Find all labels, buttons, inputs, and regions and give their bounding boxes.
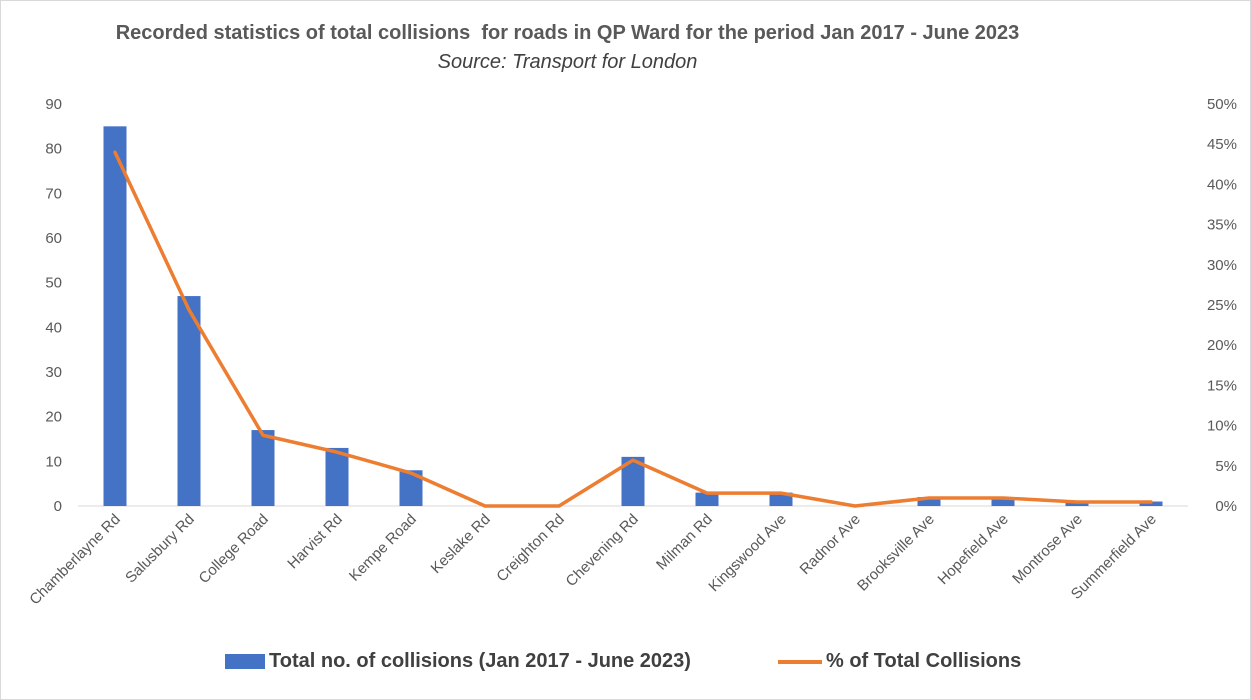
category-label: Kingswood Ave (705, 511, 789, 595)
category-label: Chevening Rd (563, 511, 642, 590)
line-series (113, 150, 1153, 508)
left-tick-label: 0 (54, 498, 62, 515)
bar (1139, 501, 1163, 506)
right-tick-label: 5% (1215, 458, 1237, 475)
left-tick-label: 50 (45, 275, 62, 292)
category-label: Chamberlayne Rd (26, 511, 124, 609)
right-tick-label: 35% (1207, 217, 1237, 234)
bar (621, 456, 645, 506)
right-tick-label: 50% (1207, 96, 1237, 113)
category-label: Salusbury Rd (122, 511, 198, 587)
left-tick-label: 10 (45, 453, 62, 470)
bar (177, 296, 201, 506)
chart-title: Recorded statistics of total collisions … (115, 22, 1020, 44)
category-label: Radnor Ave (797, 511, 864, 578)
category-label: Harvist Rd (284, 511, 346, 573)
right-tick-label: 20% (1207, 337, 1237, 354)
left-tick-label: 30 (45, 364, 62, 381)
bar (695, 492, 719, 506)
bar (917, 497, 941, 506)
category-label: Hopefield Ave (935, 511, 1012, 588)
bar-series (103, 126, 1163, 506)
legend-bar-swatch (225, 654, 265, 669)
category-label: College Road (196, 511, 272, 587)
right-tick-label: 40% (1207, 176, 1237, 193)
category-label: Kempe Road (346, 511, 420, 585)
bar (769, 492, 793, 506)
right-axis: 0% 5% 10% 15% 20% 25% 30% 35% 40% 45% 50% (1207, 96, 1237, 515)
bar (1065, 501, 1089, 506)
right-tick-label: 30% (1207, 257, 1237, 274)
right-tick-label: 45% (1207, 136, 1237, 153)
legend-label-collisions: Total no. of collisions (Jan 2017 - June… (269, 650, 691, 672)
right-tick-label: 10% (1207, 418, 1237, 435)
bar (103, 126, 127, 506)
chart-subtitle: Source: Transport for London (437, 51, 698, 73)
left-axis: 0 10 20 30 40 50 60 70 80 90 (45, 96, 62, 515)
left-tick-label: 20 (45, 409, 62, 426)
left-tick-label: 70 (45, 185, 62, 202)
right-tick-label: 15% (1207, 377, 1237, 394)
left-tick-label: 40 (45, 319, 62, 336)
legend-item-collisions: Total no. of collisions (Jan 2017 - June… (225, 650, 691, 673)
category-label: Brooksville Ave (854, 511, 938, 595)
category-label: Milman Rd (653, 511, 716, 574)
right-tick-label: 0% (1215, 498, 1237, 515)
legend-label-percent: % of Total Collisions (826, 650, 1022, 672)
category-label: Creighton Rd (493, 511, 568, 586)
category-label: Keslake Rd (428, 511, 494, 577)
legend-item-percent: % of Total Collisions (778, 650, 1021, 673)
left-tick-label: 90 (45, 96, 62, 113)
bar (991, 497, 1015, 506)
legend-line-swatch (778, 659, 822, 664)
left-tick-label: 80 (45, 141, 62, 158)
right-tick-label: 25% (1207, 297, 1237, 314)
legend: Total no. of collisions (Jan 2017 - June… (0, 650, 1251, 680)
bar (325, 447, 349, 506)
left-tick-label: 60 (45, 230, 62, 247)
category-label: Montrose Ave (1009, 511, 1086, 588)
bar (251, 430, 275, 506)
bar (399, 470, 423, 506)
